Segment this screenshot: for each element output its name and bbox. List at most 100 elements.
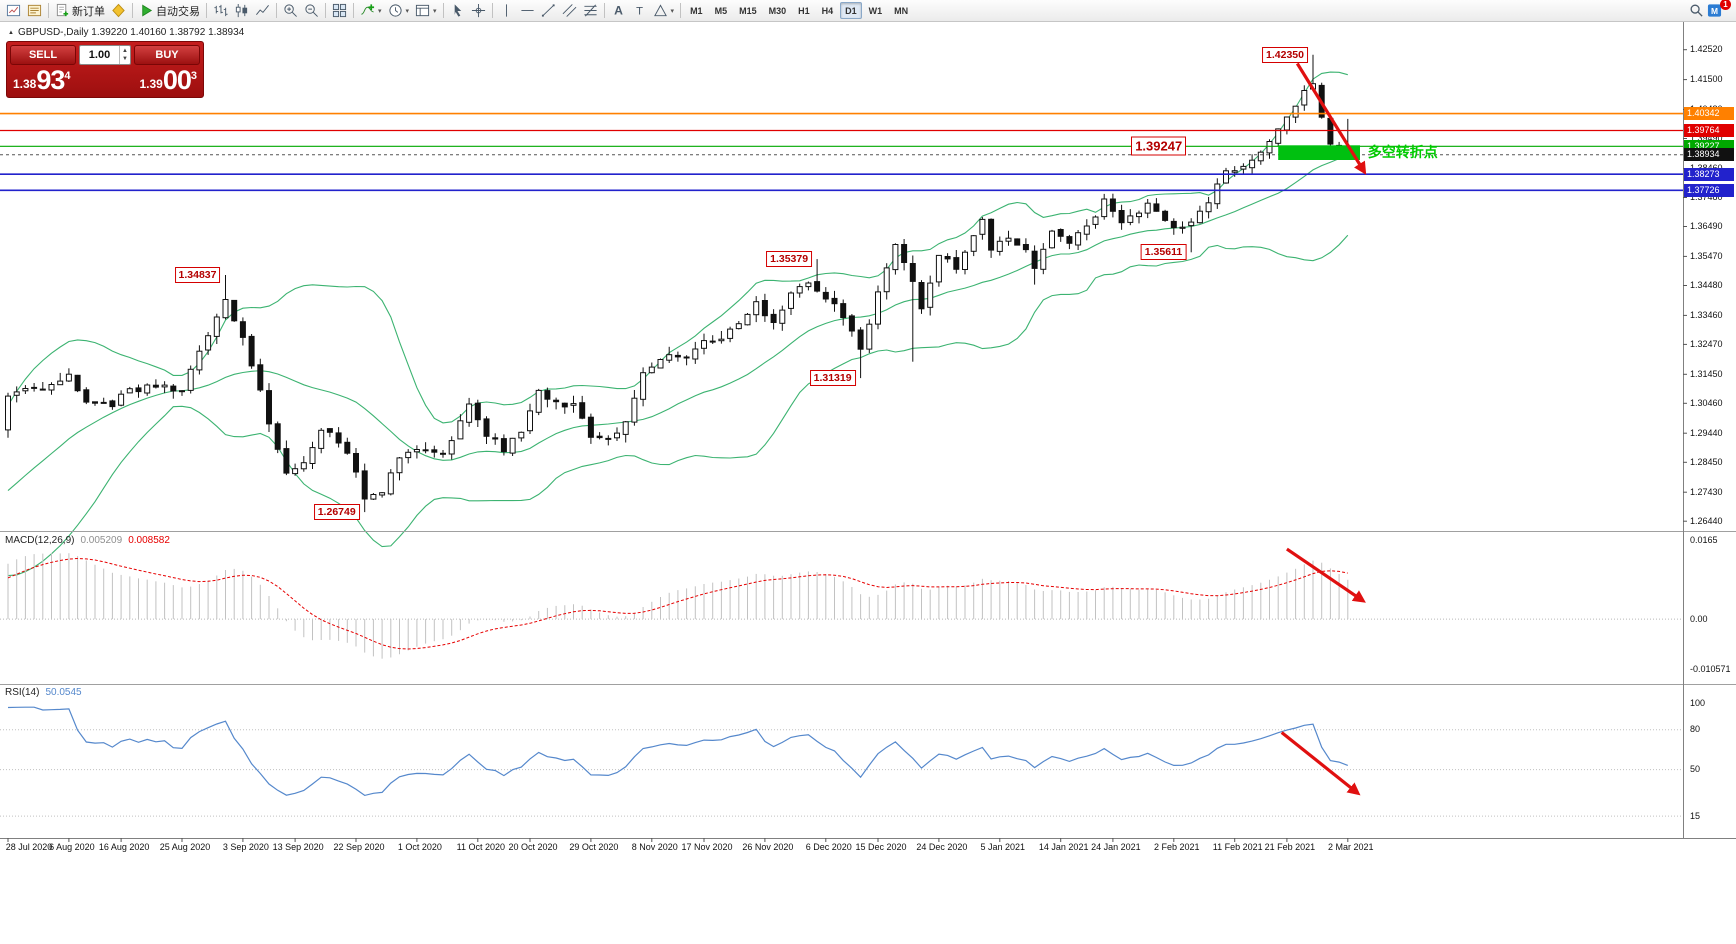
crosshair-button[interactable] xyxy=(468,1,489,20)
cursor-button[interactable] xyxy=(447,1,468,20)
periods-button[interactable]: ▾ xyxy=(385,1,413,20)
community-icon: M xyxy=(1707,3,1722,18)
bar-chart-button[interactable] xyxy=(210,1,231,20)
vline-button[interactable] xyxy=(496,1,517,20)
new-order-label: 新订单 xyxy=(72,5,105,18)
label-button[interactable]: T xyxy=(629,1,650,20)
zoom-in-icon xyxy=(283,3,298,18)
fibo-button[interactable] xyxy=(580,1,601,20)
zoom-out-icon xyxy=(304,3,319,18)
macd-indicator-label: MACD(12,26,9) 0.005209 0.008582 xyxy=(5,535,170,546)
svg-text:T: T xyxy=(636,5,643,17)
line-chart-icon xyxy=(255,3,270,18)
price-axis[interactable] xyxy=(1684,22,1736,838)
profiles-button[interactable] xyxy=(24,1,45,20)
dropdown-caret-icon[interactable]: ▾ xyxy=(378,7,382,15)
text-icon: A xyxy=(611,3,626,18)
vline-icon xyxy=(499,3,514,18)
window-marker-icon: ▲ xyxy=(8,29,14,36)
time-axis[interactable] xyxy=(0,839,1736,855)
dropdown-caret-icon[interactable]: ▾ xyxy=(405,7,410,15)
sell-button[interactable]: SELL xyxy=(10,45,76,65)
macd-main-value: 0.005209 xyxy=(80,535,123,546)
chart-ohlc-header: ▲ GBPUSD-,Daily 1.39220 1.40160 1.38792 … xyxy=(8,27,244,38)
bollinger-bands xyxy=(7,71,1349,577)
buy-price-prefix: 1.39 xyxy=(139,77,163,91)
hline-button[interactable] xyxy=(517,1,538,20)
timeframe-m15-button[interactable]: M15 xyxy=(739,5,757,16)
notification-badge: 1 xyxy=(1720,0,1731,10)
timeframe-mn-button[interactable]: MN xyxy=(894,5,909,16)
lot-spinner[interactable]: ▲ ▼ xyxy=(119,46,130,64)
text-button[interactable]: A xyxy=(608,1,629,20)
templates-button[interactable]: ▾ xyxy=(412,1,440,20)
rsi-panel xyxy=(0,706,1683,817)
buy-button[interactable]: BUY xyxy=(134,45,200,65)
svg-text:A: A xyxy=(614,4,623,18)
timeframe-m30-button[interactable]: M30 xyxy=(768,5,787,16)
shapes-button[interactable]: ▾ xyxy=(650,1,678,20)
zoom-in-button[interactable] xyxy=(280,1,301,20)
svg-text:M: M xyxy=(1711,5,1718,15)
macd-signal-value: 0.008582 xyxy=(128,535,170,546)
sell-price[interactable]: 1.38 93 4 xyxy=(13,66,71,94)
tile-windows-button[interactable] xyxy=(329,1,350,20)
candle-chart-icon xyxy=(234,3,249,18)
timeframe-h1-button[interactable]: H1 xyxy=(798,5,810,16)
buy-price[interactable]: 1.39 00 3 xyxy=(139,66,197,94)
toolbar-separator xyxy=(132,3,133,18)
sell-price-prefix: 1.38 xyxy=(13,77,37,91)
trendline-icon xyxy=(541,3,556,18)
toolbar-separator xyxy=(353,3,354,18)
one-click-trading-panel: SELL 1.00 ▲ ▼ BUY 1.38 93 4 1.39 00 3 xyxy=(6,41,204,98)
crosshair-icon xyxy=(471,3,486,18)
lot-size-input[interactable]: 1.00 ▲ ▼ xyxy=(79,45,131,65)
dropdown-caret-icon[interactable]: ▾ xyxy=(433,7,437,15)
auto-trading-button[interactable]: 自动交易 xyxy=(136,1,203,20)
timeframe-m5-button[interactable]: M5 xyxy=(714,5,728,16)
toolbar-separator xyxy=(206,3,207,18)
new-order-icon xyxy=(55,3,70,18)
auto-trading-label: 自动交易 xyxy=(156,5,200,18)
timeframe-h4-button[interactable]: H4 xyxy=(821,5,834,16)
play-icon xyxy=(139,3,154,18)
toolbar-separator xyxy=(603,3,605,18)
panel-separators xyxy=(0,22,1736,842)
sell-price-big-digits: 93 xyxy=(36,65,65,95)
hline-icon xyxy=(520,3,535,18)
indicators-button[interactable]: ▾ xyxy=(357,1,385,20)
zoom-out-button[interactable] xyxy=(301,1,322,20)
metaeditor-button[interactable] xyxy=(108,1,129,20)
timeframe-w1-button[interactable]: W1 xyxy=(868,5,883,16)
candles xyxy=(5,54,1351,513)
new-order-button[interactable]: 新订单 xyxy=(52,1,108,20)
rsi-value: 50.0545 xyxy=(45,687,82,698)
line-chart-button[interactable] xyxy=(252,1,273,20)
lot-increase-icon[interactable]: ▲ xyxy=(122,48,128,54)
timeframe-m1-button[interactable]: M1 xyxy=(690,5,703,16)
candle-chart-button[interactable] xyxy=(231,1,252,20)
channel-button[interactable] xyxy=(559,1,580,20)
new-chart-button[interactable] xyxy=(3,1,24,20)
metaeditor-icon xyxy=(111,3,126,18)
new-chart-icon xyxy=(6,3,21,18)
shapes-icon xyxy=(653,3,668,18)
buy-price-big-digits: 00 xyxy=(162,65,192,95)
profiles-icon xyxy=(27,3,42,18)
bar-chart-icon xyxy=(213,3,228,18)
search-button[interactable] xyxy=(1686,1,1707,20)
turning-zone-highlight xyxy=(1278,145,1360,160)
channel-icon xyxy=(562,3,577,18)
tile-windows-icon xyxy=(332,3,347,18)
indicators-icon xyxy=(360,3,375,18)
trendline-button[interactable] xyxy=(538,1,559,20)
lot-size-value[interactable]: 1.00 xyxy=(88,49,111,61)
lot-decrease-icon[interactable]: ▼ xyxy=(122,56,128,62)
timeframe-d1-button[interactable]: D1 xyxy=(840,2,862,19)
search-icon xyxy=(1689,3,1704,18)
cursor-icon xyxy=(450,3,465,18)
toolbar-separator xyxy=(680,3,682,18)
dropdown-caret-icon[interactable]: ▾ xyxy=(670,7,675,15)
